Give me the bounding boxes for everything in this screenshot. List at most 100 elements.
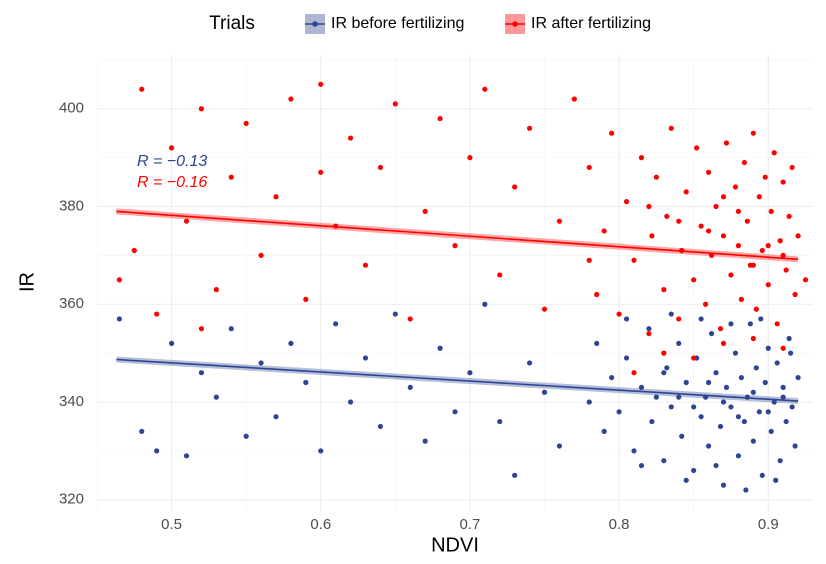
point bbox=[213, 394, 219, 400]
point bbox=[661, 370, 667, 376]
point bbox=[780, 394, 786, 400]
point bbox=[318, 448, 324, 454]
point bbox=[786, 335, 792, 342]
point bbox=[377, 164, 384, 171]
point bbox=[437, 345, 443, 351]
point bbox=[783, 267, 789, 273]
point bbox=[750, 262, 756, 268]
point bbox=[288, 340, 294, 346]
point bbox=[720, 340, 727, 346]
point bbox=[789, 404, 795, 410]
point bbox=[744, 218, 750, 224]
point bbox=[738, 296, 745, 302]
point bbox=[303, 379, 309, 386]
point bbox=[273, 194, 279, 200]
point bbox=[762, 174, 768, 180]
legend-title: Trials bbox=[209, 13, 255, 34]
point bbox=[777, 458, 783, 464]
point bbox=[768, 428, 774, 434]
point bbox=[741, 159, 747, 166]
point bbox=[698, 414, 704, 420]
point bbox=[512, 472, 518, 478]
annotation: R = −0.16 bbox=[137, 174, 207, 191]
point bbox=[756, 409, 762, 415]
point bbox=[541, 306, 548, 312]
point bbox=[183, 453, 190, 459]
x-tick-label: 0.9 bbox=[758, 516, 779, 533]
point bbox=[747, 321, 753, 327]
point bbox=[668, 404, 674, 410]
point bbox=[723, 140, 730, 146]
x-tick-label: 0.5 bbox=[161, 516, 182, 533]
point bbox=[288, 96, 294, 102]
point bbox=[616, 409, 622, 415]
point bbox=[258, 360, 264, 366]
x-tick-label: 0.7 bbox=[459, 516, 480, 533]
point bbox=[705, 169, 712, 175]
point bbox=[664, 213, 670, 219]
point bbox=[717, 326, 724, 332]
y-axis-title: IR bbox=[16, 272, 38, 292]
point bbox=[407, 384, 413, 390]
point bbox=[407, 316, 413, 322]
point bbox=[728, 404, 734, 410]
point bbox=[780, 252, 786, 258]
point bbox=[750, 389, 756, 395]
point bbox=[735, 243, 742, 249]
point bbox=[765, 409, 771, 415]
point bbox=[691, 277, 697, 283]
point bbox=[601, 428, 607, 434]
legend-label: IR before fertilizing bbox=[331, 15, 464, 32]
x-tick-label: 0.6 bbox=[310, 516, 331, 533]
point bbox=[703, 301, 709, 307]
point bbox=[601, 228, 607, 234]
point bbox=[750, 438, 756, 444]
point bbox=[732, 350, 739, 356]
point bbox=[735, 414, 742, 420]
y-tick-label: 340 bbox=[59, 393, 84, 410]
point bbox=[482, 301, 488, 307]
point bbox=[198, 106, 205, 112]
point bbox=[586, 164, 592, 171]
point bbox=[422, 438, 428, 444]
series-points bbox=[116, 301, 801, 493]
point bbox=[198, 370, 205, 376]
point bbox=[362, 262, 369, 268]
legend-key-dot bbox=[312, 21, 318, 27]
point bbox=[741, 418, 747, 425]
point bbox=[762, 379, 768, 386]
point bbox=[668, 311, 674, 317]
point bbox=[753, 365, 759, 371]
point bbox=[512, 184, 518, 190]
point bbox=[720, 194, 727, 200]
point bbox=[691, 467, 697, 474]
point bbox=[768, 208, 774, 215]
point bbox=[594, 291, 600, 298]
point bbox=[732, 184, 739, 190]
point bbox=[771, 150, 777, 156]
point bbox=[758, 316, 764, 322]
point bbox=[683, 379, 689, 386]
point bbox=[691, 404, 697, 410]
point bbox=[526, 125, 533, 131]
point bbox=[750, 130, 756, 136]
point bbox=[774, 360, 780, 366]
point bbox=[638, 462, 645, 469]
point bbox=[720, 233, 727, 239]
point bbox=[392, 311, 398, 317]
point bbox=[664, 365, 670, 371]
point bbox=[765, 345, 771, 351]
point bbox=[168, 340, 175, 346]
point bbox=[661, 350, 667, 356]
point bbox=[631, 370, 637, 376]
point bbox=[377, 423, 384, 430]
point bbox=[228, 326, 234, 332]
point bbox=[720, 482, 727, 488]
point bbox=[788, 350, 794, 356]
point bbox=[467, 155, 473, 161]
point bbox=[792, 291, 798, 298]
point bbox=[526, 360, 533, 366]
y-tick-label: 380 bbox=[59, 197, 84, 214]
point bbox=[765, 282, 771, 288]
